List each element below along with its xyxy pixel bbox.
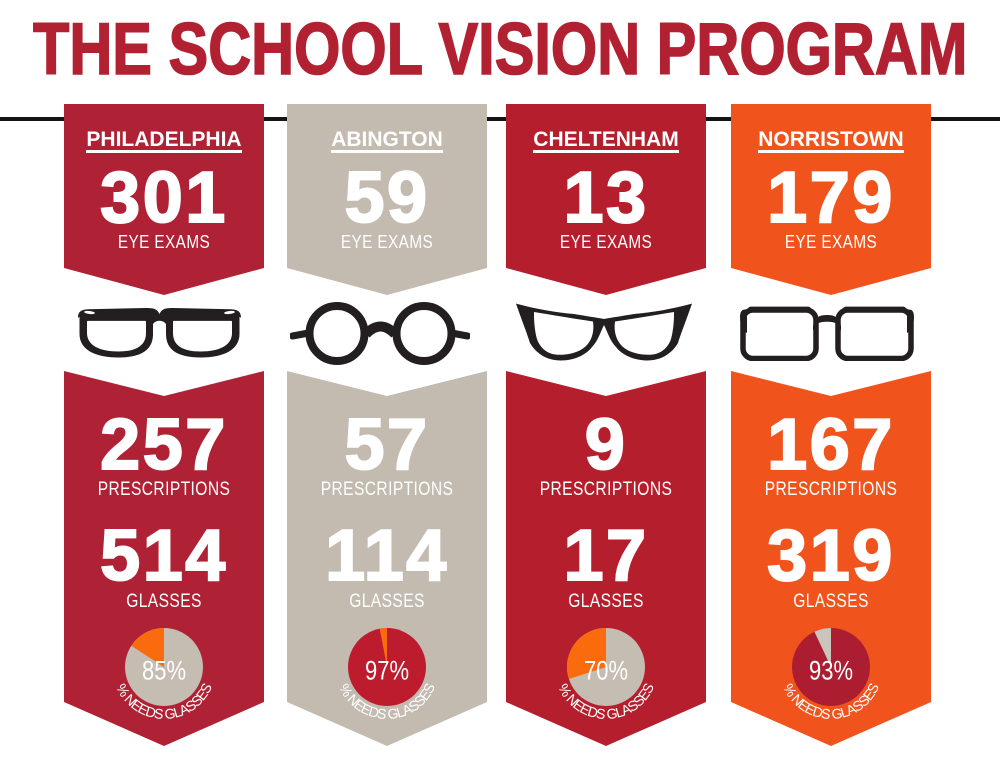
svg-text:93%: 93% — [809, 656, 853, 686]
svg-text:97%: 97% — [365, 656, 409, 686]
svg-text:70%: 70% — [584, 656, 628, 686]
svg-text:85%: 85% — [142, 656, 186, 686]
